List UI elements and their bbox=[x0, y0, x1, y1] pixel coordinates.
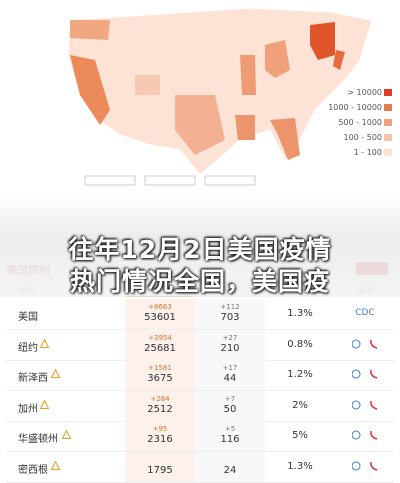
confirmed: 3675 bbox=[147, 373, 173, 384]
warning-icon bbox=[50, 368, 61, 381]
state-ca bbox=[70, 55, 110, 125]
confirmed-cell: +95 2316 bbox=[125, 425, 195, 445]
confirmed-cell: +284 2512 bbox=[125, 395, 195, 415]
rate: 2% bbox=[292, 399, 308, 411]
confirmed-bg bbox=[125, 329, 195, 360]
confirmed-bg bbox=[125, 421, 195, 451]
deaths-new: +7 bbox=[224, 394, 236, 403]
state-wa bbox=[70, 20, 110, 40]
deaths-new: +112 bbox=[220, 303, 240, 311]
deaths-bg bbox=[195, 451, 265, 482]
map-button[interactable] bbox=[84, 175, 136, 186]
deaths-cell: 24 bbox=[195, 456, 265, 476]
warning-icon bbox=[39, 337, 50, 351]
state-ny bbox=[310, 22, 335, 60]
deaths-cell: +112 703 bbox=[195, 303, 265, 323]
confirmed-cell: +8663 53601 bbox=[125, 303, 195, 323]
region: 新泽西 bbox=[18, 373, 48, 384]
table-row: 加州 +284 2512 +7 50 2% bbox=[0, 390, 400, 421]
title-line: 热门情况全国，美国疫 bbox=[69, 267, 330, 296]
map-button[interactable] bbox=[144, 175, 196, 186]
confirmed-cell: 1795 bbox=[125, 456, 195, 476]
confirmed: 53601 bbox=[144, 312, 176, 323]
confirmed-new: +8663 bbox=[148, 303, 172, 311]
deaths-cell: +7 50 bbox=[195, 395, 265, 415]
confirmed-bg bbox=[125, 451, 195, 482]
confirmed: 1795 bbox=[147, 464, 173, 476]
action-icons[interactable] bbox=[351, 369, 382, 382]
legend-swatches bbox=[384, 89, 392, 156]
deaths: 210 bbox=[220, 342, 240, 354]
legend-label: 1000 - 10000 bbox=[328, 103, 382, 112]
state-la bbox=[235, 115, 255, 140]
deaths-new: +17 bbox=[222, 364, 238, 372]
rate: 0.8% bbox=[287, 338, 313, 350]
state-co bbox=[135, 75, 160, 95]
state-il bbox=[240, 55, 256, 95]
confirmed-bg bbox=[125, 360, 195, 390]
deaths: 703 bbox=[220, 312, 240, 323]
region: 华盛顿州 bbox=[18, 434, 58, 445]
deaths-bg bbox=[195, 390, 265, 421]
deaths: 116 bbox=[220, 434, 240, 445]
us-map bbox=[67, 7, 392, 186]
region: 美国 bbox=[18, 312, 38, 323]
confirmed-new: +284 bbox=[150, 394, 170, 403]
region: 密西根 bbox=[18, 464, 48, 476]
table-row: 密西根 1795 24 1.3% bbox=[0, 451, 400, 482]
table-row: 新泽西 +1581 3675 +17 44 1.2% bbox=[0, 360, 400, 390]
table-row: 美国 +8663 53601 +112 703 1.3% CDC bbox=[0, 299, 400, 329]
deaths: 50 bbox=[223, 403, 237, 415]
table-row: 华盛顿州 +95 2316 +5 116 5% bbox=[0, 421, 400, 451]
confirmed-cell: +3954 25681 bbox=[125, 334, 195, 354]
rate: 1.2% bbox=[287, 369, 313, 380]
reference: CDC bbox=[355, 308, 375, 318]
state-mi bbox=[265, 40, 290, 78]
rate: 5% bbox=[292, 430, 308, 441]
action-icons[interactable] bbox=[351, 430, 382, 443]
warning-icon bbox=[50, 459, 61, 473]
region: 加州 bbox=[18, 403, 38, 415]
deaths-new: +5 bbox=[224, 425, 236, 433]
region: 纽约 bbox=[18, 342, 38, 354]
legend-label: 100 - 500 bbox=[343, 133, 382, 142]
confirmed-cell: +1581 3675 bbox=[125, 364, 195, 384]
deaths: 24 bbox=[223, 464, 237, 476]
deaths-cell: +5 116 bbox=[195, 425, 265, 445]
legend-label: 500 - 1000 bbox=[338, 118, 382, 127]
confirmed: 25681 bbox=[144, 342, 176, 354]
state-tx bbox=[175, 95, 225, 155]
action-icons[interactable] bbox=[351, 339, 382, 352]
action-icons[interactable] bbox=[351, 461, 382, 474]
deaths-bg bbox=[195, 360, 265, 390]
table-row: 纽约 +3954 25681 +27 210 0.8% bbox=[0, 329, 400, 360]
rate: 1.3% bbox=[287, 460, 313, 472]
confirmed-new: +95 bbox=[152, 425, 168, 433]
confirmed: 2512 bbox=[147, 403, 173, 415]
action-icons[interactable] bbox=[351, 400, 382, 413]
legend-label: 1 - 100 bbox=[353, 148, 382, 157]
confirmed-bg bbox=[125, 390, 195, 421]
deaths-bg bbox=[195, 421, 265, 451]
warning-icon bbox=[61, 429, 72, 442]
map-button[interactable] bbox=[204, 175, 256, 186]
deaths-bg bbox=[195, 329, 265, 360]
deaths: 44 bbox=[223, 373, 237, 384]
deaths-cell: +27 210 bbox=[195, 334, 265, 354]
confirmed: 2316 bbox=[147, 434, 173, 445]
confirmed-bg bbox=[125, 299, 195, 329]
deaths-cell: +17 44 bbox=[195, 364, 265, 384]
deaths-new: +27 bbox=[222, 333, 238, 342]
confirmed-new: +1581 bbox=[148, 364, 172, 372]
rate: 1.3% bbox=[287, 308, 313, 319]
state-nj bbox=[333, 50, 345, 70]
deaths-bg bbox=[195, 299, 265, 329]
title-overlay bbox=[0, 196, 400, 296]
title-line: 往年12月2日美国疫情 bbox=[68, 235, 332, 264]
confirmed-new: +3954 bbox=[148, 333, 172, 342]
warning-icon bbox=[39, 398, 50, 412]
legend-label: > 10000 bbox=[347, 88, 382, 97]
state-fl bbox=[270, 118, 300, 160]
